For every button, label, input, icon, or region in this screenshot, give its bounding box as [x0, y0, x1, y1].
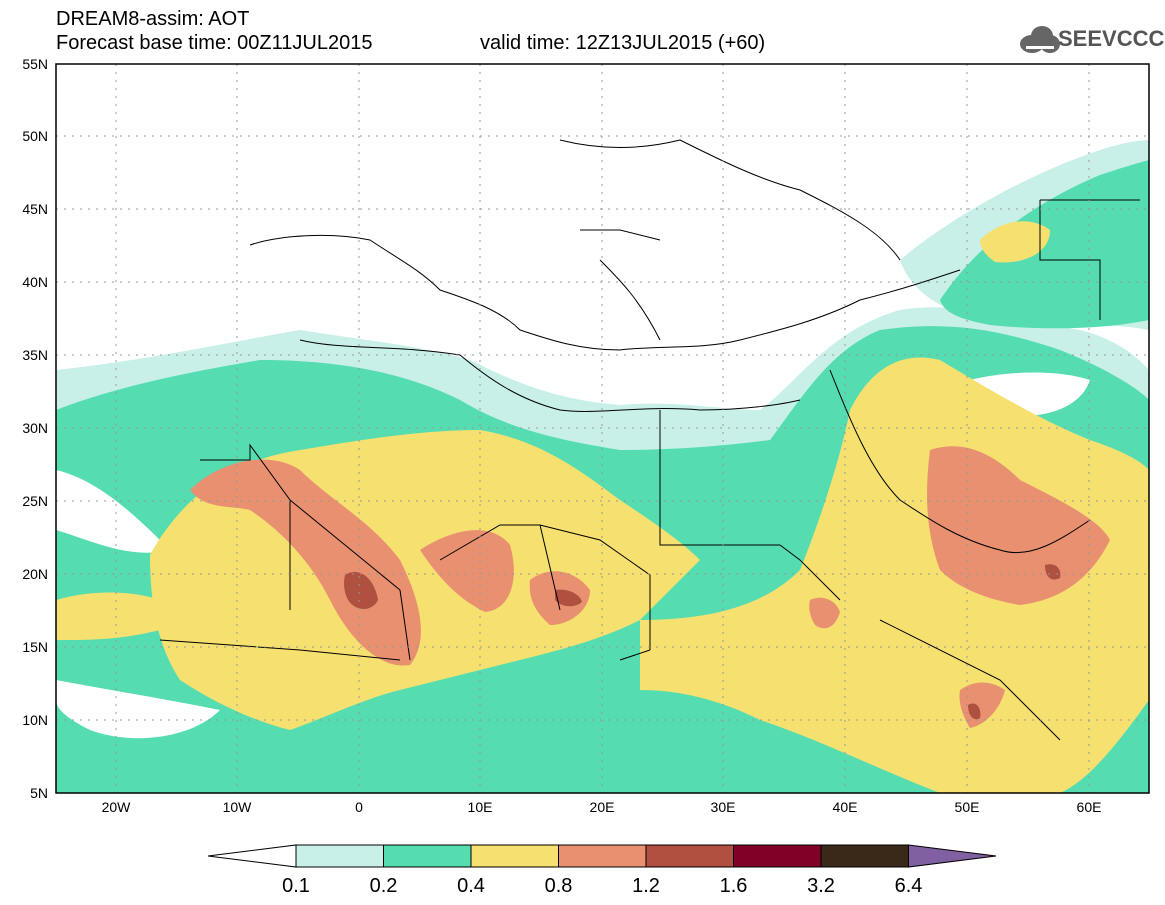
lat-label: 45N — [22, 201, 48, 217]
country-borders — [159, 139, 1140, 741]
lat-label: 20N — [22, 566, 48, 582]
colorbar-box — [645, 844, 734, 868]
cloud-icon — [1020, 26, 1060, 53]
lon-axis: 20W 10W 0 10E 20E 30E 40E 50E 60E — [102, 799, 1102, 815]
lat-label: 40N — [22, 274, 48, 290]
colorbar-box — [295, 844, 384, 868]
colorbar-box — [820, 844, 909, 868]
graticule — [56, 64, 1149, 793]
lon-label: 30E — [711, 799, 736, 815]
colorbar-box — [558, 844, 647, 868]
logo-text: SEEVCCC — [1058, 26, 1165, 51]
lon-label: 20E — [590, 799, 615, 815]
map-title: DREAM8-assim: AOT — [56, 8, 250, 30]
colorbar-label: 0.2 — [370, 875, 398, 897]
lat-label: 5N — [30, 785, 48, 801]
aot-field — [56, 140, 1149, 793]
lat-label: 10N — [22, 712, 48, 728]
colorbar-label: 0.4 — [457, 875, 485, 897]
forecast-base-time: Forecast base time: 00Z11JUL2015 — [56, 32, 373, 54]
colorbar-label: 0.8 — [545, 875, 573, 897]
colorbar-labels: 0.1 0.2 0.4 0.8 1.2 1.6 3.2 6.4 — [282, 875, 922, 897]
lon-label: 10E — [468, 799, 493, 815]
colorbar-box — [470, 844, 559, 868]
colorbar-label: 3.2 — [807, 875, 835, 897]
lon-label: 0 — [355, 799, 363, 815]
lat-label: 35N — [22, 347, 48, 363]
lat-label: 30N — [22, 420, 48, 436]
colorbar-label: 1.6 — [720, 875, 748, 897]
colorbar-label: 6.4 — [895, 875, 923, 897]
lon-label: 10W — [223, 799, 253, 815]
colorbar-high-arrow — [908, 844, 997, 868]
valid-time: valid time: 12Z13JUL2015 (+60) — [480, 32, 766, 54]
lon-label: 50E — [955, 799, 980, 815]
lon-label: 20W — [102, 799, 132, 815]
lat-label: 55N — [22, 56, 48, 72]
lat-label: 50N — [22, 128, 48, 144]
colorbar — [207, 844, 997, 868]
lon-label: 40E — [833, 799, 858, 815]
lat-label: 25N — [22, 493, 48, 509]
colorbar-box — [383, 844, 472, 868]
colorbar-label: 1.2 — [632, 875, 660, 897]
lat-label: 15N — [22, 639, 48, 655]
colorbar-low-arrow — [207, 844, 297, 868]
lat-axis: 55N 50N 45N 40N 35N 30N 25N 20N 15N 10N … — [22, 56, 48, 801]
colorbar-label: 0.1 — [282, 875, 310, 897]
colorbar-box — [733, 844, 822, 868]
lon-label: 60E — [1077, 799, 1102, 815]
map-frame — [55, 63, 1150, 794]
